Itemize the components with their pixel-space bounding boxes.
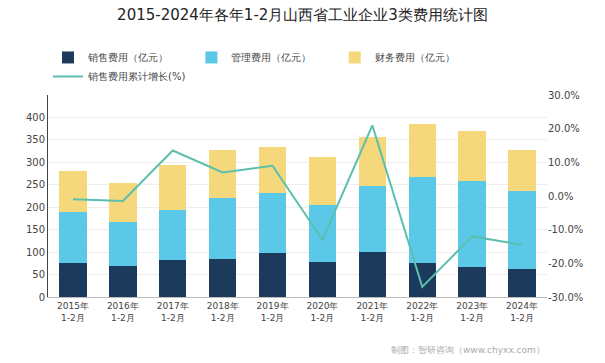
svg-text:30.0%: 30.0% bbox=[548, 90, 580, 101]
svg-text:2018年1-2月: 2018年1-2月 bbox=[207, 301, 239, 323]
svg-text:400: 400 bbox=[26, 112, 45, 123]
svg-text:管理费用（亿元）: 管理费用（亿元） bbox=[231, 52, 311, 63]
svg-text:2024年1-2月: 2024年1-2月 bbox=[506, 301, 538, 323]
svg-text:-10.0%: -10.0% bbox=[548, 224, 583, 235]
svg-text:350: 350 bbox=[26, 134, 45, 145]
svg-text:2015-2024年各年1-2月山西省工业企业3类费用统计图: 2015-2024年各年1-2月山西省工业企业3类费用统计图 bbox=[117, 6, 488, 24]
svg-text:200: 200 bbox=[26, 202, 45, 213]
svg-text:2019年1-2月: 2019年1-2月 bbox=[257, 301, 289, 323]
svg-text:2015年1-2月: 2015年1-2月 bbox=[57, 301, 89, 323]
svg-text:2016年1-2月: 2016年1-2月 bbox=[107, 301, 139, 323]
svg-text:-30.0%: -30.0% bbox=[548, 292, 583, 303]
svg-text:销售费用（亿元）: 销售费用（亿元） bbox=[87, 52, 168, 63]
svg-text:2023年1-2月: 2023年1-2月 bbox=[456, 301, 488, 323]
svg-text:250: 250 bbox=[26, 179, 45, 190]
svg-text:0.0%: 0.0% bbox=[548, 191, 573, 202]
svg-text:0: 0 bbox=[39, 292, 45, 303]
svg-text:100: 100 bbox=[26, 247, 45, 258]
svg-text:300: 300 bbox=[26, 157, 45, 168]
svg-text:-20.0%: -20.0% bbox=[548, 258, 583, 269]
svg-text:2017年1-2月: 2017年1-2月 bbox=[157, 301, 189, 323]
svg-text:2020年1-2月: 2020年1-2月 bbox=[306, 301, 338, 323]
svg-text:销售费用累计增长(%): 销售费用累计增长(%) bbox=[87, 71, 185, 82]
svg-text:10.0%: 10.0% bbox=[548, 157, 580, 168]
svg-text:财务费用（亿元）: 财务费用（亿元） bbox=[375, 52, 455, 63]
svg-text:制图：智研咨询（www.chyxx.com）: 制图：智研咨询（www.chyxx.com） bbox=[391, 345, 545, 355]
svg-text:150: 150 bbox=[26, 224, 45, 235]
svg-text:2021年1-2月: 2021年1-2月 bbox=[356, 301, 388, 323]
svg-text:50: 50 bbox=[32, 269, 45, 280]
svg-text:2022年1-2月: 2022年1-2月 bbox=[406, 301, 438, 323]
svg-text:20.0%: 20.0% bbox=[548, 123, 580, 134]
